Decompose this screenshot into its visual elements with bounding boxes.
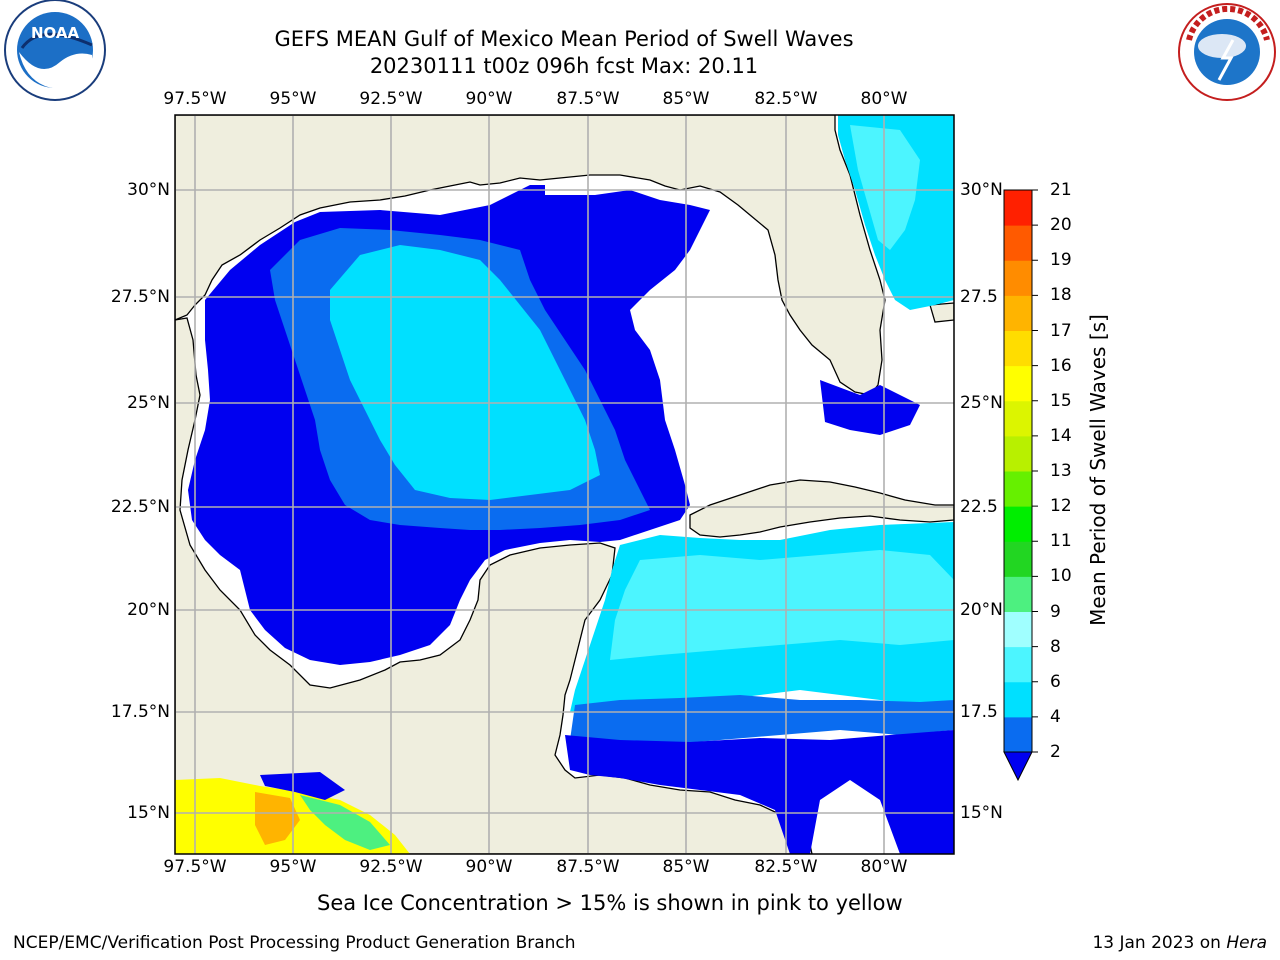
colorbar-tick-label: 19 <box>1050 250 1072 271</box>
map-frame <box>174 114 955 855</box>
nws-logo <box>1178 3 1276 101</box>
swell-band-4-6-caribbean-south <box>570 695 954 745</box>
colorbar-tick-label: 2 <box>1050 742 1061 762</box>
lon-label-top: 92.5°W <box>359 89 423 109</box>
colorbar-segment <box>1004 471 1032 507</box>
lat-label-left: 17.5°N <box>110 702 170 722</box>
colorbar-tick-label: 17 <box>1050 320 1072 341</box>
land-bahamas <box>929 302 954 323</box>
lat-label-right: 15°N <box>960 803 1003 823</box>
lon-label-bottom: 95°W <box>269 857 317 877</box>
colorbar-tick-label: 4 <box>1050 706 1061 727</box>
lat-label-left: 27.5°N <box>110 287 170 307</box>
lon-label-bottom: 85°W <box>662 857 710 877</box>
lat-label-right: 20°N <box>960 600 1003 620</box>
lat-label-right: 27.5 <box>960 287 998 307</box>
lon-label-top: 90°W <box>465 89 513 109</box>
lon-label-bottom: 87.5°W <box>556 857 620 877</box>
colorbar <box>1003 189 1038 782</box>
lon-label-top: 82.5°W <box>754 89 818 109</box>
lon-label-bottom: 82.5°W <box>754 857 818 877</box>
footer-credit: NCEP/EMC/Verification Post Processing Pr… <box>13 933 576 953</box>
colorbar-segment <box>1004 400 1032 437</box>
lat-label-left: 22.5°N <box>110 497 170 517</box>
lon-label-bottom: 80°W <box>860 857 908 877</box>
colorbar-label: Mean Period of Swell Waves [s] <box>1086 314 1110 626</box>
lat-label-left: 25°N <box>127 393 170 413</box>
colorbar-tick-label: 21 <box>1050 180 1072 200</box>
colorbar-segment <box>1004 295 1032 331</box>
footer-date: 13 Jan 2023 on Hera <box>1092 933 1267 953</box>
colorbar-tick-label: 10 <box>1050 566 1072 587</box>
colorbar-tick-label: 18 <box>1050 285 1072 306</box>
noaa-logo: NOAA <box>4 0 106 101</box>
sea-ice-blue-edge <box>260 772 345 800</box>
colorbar-segment <box>1004 330 1032 367</box>
colorbar-segment <box>1004 365 1032 402</box>
swell-band-8-9-atlantic <box>850 125 920 250</box>
lat-label-left: 15°N <box>127 803 170 823</box>
swell-band-8-9-caribbean <box>610 550 954 660</box>
colorbar-segment <box>1004 190 1032 226</box>
colorbar-tick-label: 13 <box>1050 461 1072 481</box>
colorbar-segment <box>1004 435 1032 472</box>
chart-subtitle: 20230111 t00z 096h fcst Max: 20.11 <box>369 54 759 78</box>
colorbar-tick-label: 16 <box>1050 355 1072 376</box>
sea-ice-orange <box>255 792 300 845</box>
colorbar-tick-label: 9 <box>1050 601 1061 622</box>
colorbar-segment <box>1004 611 1032 648</box>
colorbar-tick-label: 11 <box>1050 531 1072 552</box>
graticule <box>175 115 954 854</box>
lat-label-left: 20°N <box>127 600 170 620</box>
colorbar-tick-label: 20 <box>1050 215 1072 236</box>
colorbar-segment <box>1004 260 1032 296</box>
sea-ice-green <box>300 795 390 850</box>
swell-band-6-8-west <box>330 245 600 500</box>
svg-text:NOAA: NOAA <box>31 24 80 42</box>
colorbar-segment <box>1004 681 1032 718</box>
swell-band-2-4-caribbean-south <box>565 730 954 854</box>
land-mexico <box>175 317 813 854</box>
lat-label-right: 30°N <box>960 180 1003 200</box>
lon-label-top: 87.5°W <box>556 89 620 109</box>
colorbar-segment <box>1004 225 1032 261</box>
swell-band-2-4-florida <box>820 380 920 435</box>
colorbar-tick-label: 14 <box>1050 425 1072 446</box>
lon-label-top: 95°W <box>269 89 317 109</box>
lon-label-bottom: 97.5°W <box>163 857 227 877</box>
footer-host: Hera <box>1226 933 1267 953</box>
lon-label-bottom: 90°W <box>465 857 513 877</box>
colorbar-tick-label: 12 <box>1050 496 1072 517</box>
lat-label-right: 17.5 <box>960 702 998 722</box>
sea-ice-note: Sea Ice Concentration > 15% is shown in … <box>317 891 903 915</box>
colorbar-segment <box>1004 541 1032 577</box>
colorbar-segment <box>1004 646 1032 683</box>
lat-label-left: 30°N <box>127 180 170 200</box>
footer-date-text: 13 Jan 2023 on <box>1092 933 1221 953</box>
chart-title: GEFS MEAN Gulf of Mexico Mean Period of … <box>274 27 854 51</box>
colorbar-segment <box>1004 506 1032 542</box>
colorbar-tick-label: 6 <box>1050 671 1061 692</box>
colorbar-tick-label: 8 <box>1050 636 1061 657</box>
colorbar-segment <box>1004 716 1032 753</box>
lon-label-top: 97.5°W <box>163 89 227 109</box>
lon-label-top: 80°W <box>860 89 908 109</box>
lon-label-top: 85°W <box>662 89 710 109</box>
colorbar-tick-label: 15 <box>1050 390 1072 411</box>
lon-label-bottom: 92.5°W <box>359 857 423 877</box>
colorbar-extend-arrow <box>1003 751 1033 782</box>
lat-label-right: 22.5 <box>960 497 998 517</box>
land-cuba <box>689 479 954 538</box>
colorbar-segment <box>1004 576 1032 612</box>
lat-label-right: 25°N <box>960 393 1003 413</box>
